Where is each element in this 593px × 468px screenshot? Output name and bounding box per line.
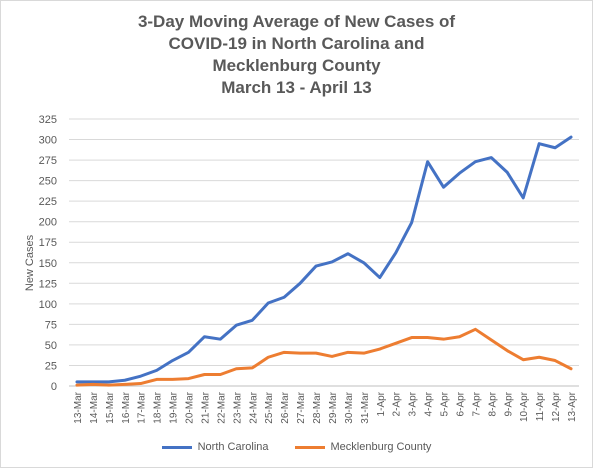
legend-item-mecklenburg: Mecklenburg County (294, 441, 432, 453)
x-tick-label: 13-Apr (567, 391, 578, 422)
x-tick-label: 25-Mar (264, 391, 275, 423)
y-tick-label: 325 (39, 114, 57, 126)
x-tick-label: 19-Mar (169, 391, 180, 423)
x-tick-label: 28-Mar (312, 391, 323, 423)
chart-title-line-2: COVID-19 in North Carolina and (168, 34, 425, 53)
y-tick-label: 150 (39, 258, 57, 270)
chart-title-line-3: Mecklenburg County (212, 56, 381, 75)
x-tick-label: 26-Mar (280, 391, 291, 423)
x-tick-label: 29-Mar (328, 391, 339, 423)
chart-title-line-1: 3-Day Moving Average of New Cases of (137, 12, 456, 31)
series-line-north-carolina (75, 135, 573, 384)
chart-title: 3-Day Moving Average of New Cases of COV… (1, 11, 592, 99)
x-tick-label: 24-Mar (248, 391, 259, 423)
x-tick-label: 4-Apr (424, 391, 435, 416)
chart-title-line-4: March 13 - April 13 (221, 78, 372, 97)
series-line-mecklenburg (75, 327, 573, 387)
y-tick-label: 250 (39, 176, 57, 188)
legend-swatch-mecklenburg (294, 445, 325, 449)
x-tick-label: 22-Mar (216, 391, 227, 423)
x-tick-label: 20-Mar (185, 391, 196, 423)
y-tick-label: 50 (45, 340, 57, 352)
x-tick-label: 27-Mar (296, 391, 307, 423)
y-tick-label: 200 (39, 217, 57, 229)
y-tick-label: 100 (39, 299, 57, 311)
y-tick-label: 0 (51, 381, 57, 393)
y-tick-label: 125 (39, 278, 57, 290)
legend-label-mecklenburg: Mecklenburg County (330, 441, 432, 453)
x-tick-label: 6-Apr (455, 391, 466, 416)
x-tick-label: 21-Mar (200, 391, 211, 423)
x-tick-label: 30-Mar (344, 391, 355, 423)
x-tick-label: 18-Mar (153, 391, 164, 423)
x-tick-label: 12-Apr (551, 391, 562, 422)
y-tick-label: 275 (39, 155, 57, 167)
plot-area: 0 25 50 75 100 125 150 175 200 225 250 275 300 325 13… (24, 114, 579, 424)
x-tick-label: 16-Mar (121, 391, 132, 423)
x-tick-label: 10-Apr (519, 391, 530, 422)
x-tick-label: 3-Apr (408, 391, 419, 416)
y-tick-label: 225 (39, 196, 57, 208)
x-tick-label: 1-Apr (376, 391, 387, 416)
legend: North Carolina Mecklenburg County (1, 441, 592, 453)
y-tick-label: 300 (39, 135, 57, 147)
y-axis-label: New Cases (24, 234, 36, 291)
x-tick-label: 2-Apr (392, 391, 403, 416)
y-tick-label: 25 (45, 360, 57, 372)
y-tick-label: 75 (45, 319, 57, 331)
x-tick-label: 7-Apr (471, 391, 482, 416)
y-tick-label: 175 (39, 237, 57, 249)
x-tick-label: 17-Mar (137, 391, 148, 423)
x-tick-label: 14-Mar (89, 391, 100, 423)
x-tick-label: 23-Mar (232, 391, 243, 423)
x-tick-label: 11-Apr (535, 391, 546, 421)
legend-swatch-north-carolina (161, 445, 192, 449)
x-tick-label: 8-Apr (487, 391, 498, 416)
x-tick-label: 15-Mar (105, 391, 116, 423)
x-tick-label: 31-Mar (360, 391, 371, 423)
legend-label-north-carolina: North Carolina (197, 441, 269, 453)
x-tick-label: 5-Apr (440, 391, 451, 416)
legend-item-north-carolina: North Carolina (161, 441, 269, 453)
x-tick-label: 9-Apr (503, 391, 514, 416)
x-tick-label: 13-Mar (73, 391, 84, 423)
